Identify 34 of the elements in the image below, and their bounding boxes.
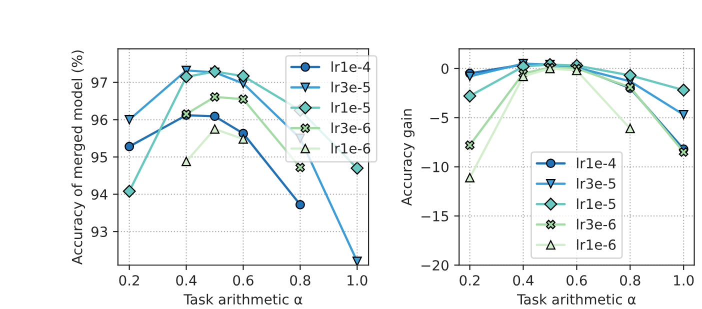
x-tick-label: 1.0 [674, 275, 694, 286]
y-tick-label: −20 [422, 260, 448, 271]
y-tick-label: −10 [422, 162, 448, 172]
legend-label: lr1e-4 [577, 158, 616, 168]
legend-label: lr3e-6 [332, 122, 370, 134]
x-tick-label: 0.8 [620, 275, 640, 286]
x-tick-label: 0.6 [566, 275, 587, 286]
legend-label: lr3e-5 [332, 82, 370, 92]
y-tick-label: 96 [91, 114, 108, 126]
legend-label: lr3e-5 [577, 178, 616, 189]
x-tick-label: 1.0 [348, 275, 368, 286]
legend-label: lr1e-5 [577, 198, 616, 210]
legend-label: lr1e-6 [332, 142, 370, 154]
legend-label: lr1e-4 [332, 61, 370, 72]
y-axis-title: Accuracy of merged model (%) [72, 50, 85, 265]
x-tick-label: 0.2 [460, 275, 480, 286]
y-tick-label: 97 [91, 77, 108, 88]
legend-label: lr1e-6 [577, 239, 616, 250]
x-tick-label: 0.4 [176, 275, 197, 286]
x-tick-label: 0.2 [119, 275, 139, 286]
y-tick-label: 94 [91, 189, 108, 200]
x-axis-title: Task arithmetic α [517, 294, 636, 305]
x-axis-title: Task arithmetic α [184, 294, 302, 305]
y-tick-label: 0 [441, 63, 448, 74]
y-tick-label: −15 [422, 211, 448, 222]
x-tick-label: 0.8 [290, 275, 310, 286]
y-tick-label: 93 [91, 226, 108, 238]
legend-label: lr1e-5 [332, 102, 370, 113]
y-tick-label: 95 [91, 152, 107, 162]
y-axis-title: Accuracy gain [401, 109, 415, 206]
x-tick-label: 0.6 [233, 275, 254, 286]
y-tick-label: −5 [430, 112, 448, 124]
legend-label: lr3e-6 [577, 218, 616, 230]
x-tick-label: 0.4 [513, 275, 534, 286]
